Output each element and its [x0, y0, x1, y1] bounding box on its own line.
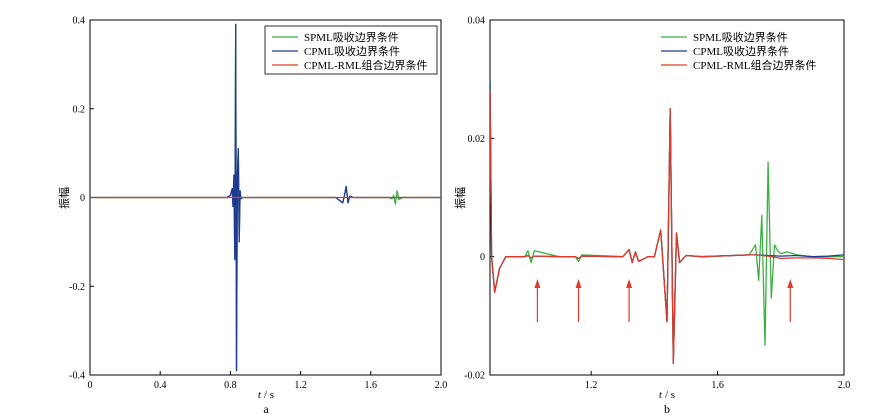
legend-a: SPML吸收边界条件 CPML吸收边界条件 CPML-RML组合边界条件: [264, 25, 438, 75]
y-tick-label-a: 0: [80, 193, 85, 204]
legend-label-cpml-a: CPML吸收边界条件: [304, 44, 400, 58]
x-tick-label-b: 1.6: [711, 380, 724, 391]
x-axis-label-unit-a: / s: [264, 389, 274, 401]
series-line-a-1: [90, 23, 441, 372]
legend-label-cpml-rml-b: CPML-RML组合边界条件: [693, 58, 816, 72]
x-tick-label-a: 0.8: [224, 380, 237, 391]
x-axis-label-b: t / s: [659, 389, 675, 401]
y-tick-label-b: 0: [480, 252, 485, 263]
annotation-arrow: [575, 279, 582, 322]
x-axis-label-var-a: t: [258, 389, 262, 401]
y-tick-label-a: -0.2: [69, 282, 85, 293]
x-tick-label-a: 1.6: [365, 380, 378, 391]
x-tick-label-a: 0: [88, 380, 93, 391]
legend-label-spml-b: SPML吸收边界条件: [693, 30, 788, 44]
series-lines-b: [490, 79, 844, 364]
y-axis-label-a: 振幅: [57, 187, 71, 209]
y-axis-label-b: 振幅: [453, 187, 467, 209]
annotation-arrow: [626, 279, 633, 322]
y-tick-label-a: 0.4: [73, 16, 86, 27]
y-tick-label-a: -0.4: [69, 371, 85, 382]
panel-label-b: b: [664, 402, 670, 416]
x-axis-label-var-b: t: [659, 389, 663, 401]
annotation-arrow: [787, 279, 794, 322]
x-tick-label-a: 0.4: [154, 380, 167, 391]
panel-label-a: a: [263, 402, 269, 416]
chart-a: 0 0.4 0.8 1.2 1.6 2.0 -0.4 -0.2 0 0.2 0.4 SPML吸收边…: [57, 16, 447, 417]
y-tick-label-b: -0.02: [464, 371, 485, 382]
legend-label-spml-a: SPML吸收边界条件: [304, 30, 399, 44]
x-ticks-b: 1.2 1.6 2.0: [585, 371, 850, 391]
x-tick-label-a: 1.2: [294, 380, 307, 391]
legend-box-b: [655, 26, 840, 74]
legend-b: SPML吸收边界条件 CPML吸收边界条件 CPML-RML组合边界条件: [655, 26, 840, 74]
x-tick-label-b: 2.0: [838, 380, 851, 391]
chart-b: 1.2 1.6 2.0 -0.02 0 0.02 0.04 SPML吸收边界条件 CPML…: [453, 16, 850, 417]
y-ticks-a: -0.4 -0.2 0 0.2 0.4: [69, 16, 94, 382]
y-tick-label-a: 0.2: [73, 104, 86, 115]
y-tick-label-b: 0.04: [468, 16, 486, 27]
x-axis-label-a: t / s: [258, 389, 274, 401]
x-axis-label-unit-b: / s: [665, 389, 675, 401]
series-lines-a: [90, 23, 441, 372]
x-tick-label-b: 1.2: [585, 380, 598, 391]
series-line-b-2: [490, 90, 844, 364]
legend-label-cpml-rml-a: CPML-RML组合边界条件: [304, 58, 427, 72]
annotation-arrow: [534, 279, 541, 322]
x-tick-label-a: 2.0: [435, 380, 448, 391]
legend-label-cpml-b: CPML吸收边界条件: [693, 44, 789, 58]
legend-box-a: [264, 25, 438, 75]
annotation-arrows-b: [534, 279, 794, 322]
x-ticks-a: 0 0.4 0.8 1.2 1.6 2.0: [88, 371, 448, 391]
y-tick-label-b: 0.02: [468, 134, 486, 145]
